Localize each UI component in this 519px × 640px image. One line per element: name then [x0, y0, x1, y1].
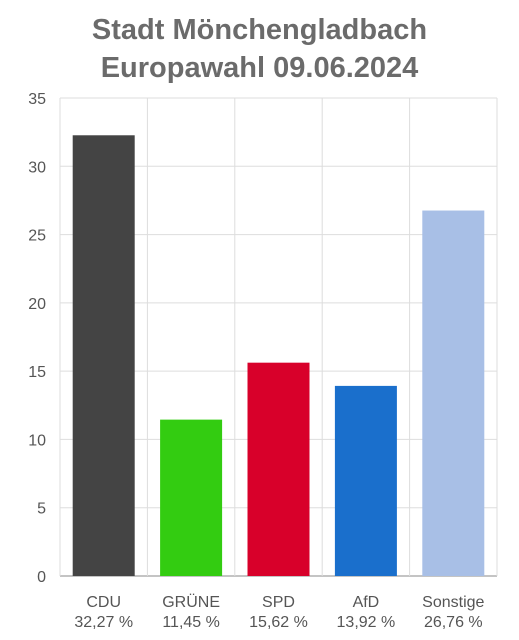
- y-tick-label: 10: [28, 432, 46, 449]
- x-value-label: 15,62 %: [249, 614, 308, 631]
- y-axis-ticks: 0 5 10 15 20 25 30 35: [28, 91, 46, 586]
- y-tick-label: 20: [28, 296, 46, 313]
- y-tick-label: 30: [28, 159, 46, 176]
- x-category-label: AfD: [353, 594, 380, 611]
- x-axis-labels: CDU 32,27 % GRÜNE 11,45 % SPD 15,62 % AfD 13,92…: [74, 593, 484, 631]
- y-tick-label: 15: [28, 364, 46, 381]
- y-tick-label: 25: [28, 228, 46, 245]
- bar-spd: [247, 362, 310, 576]
- x-category-label: GRÜNE: [162, 593, 220, 611]
- x-category-label: SPD: [262, 594, 295, 611]
- bars: [72, 135, 485, 576]
- bar-cdu: [72, 135, 135, 576]
- x-value-label: 26,76 %: [424, 614, 483, 631]
- chart-title-line-1: Stadt Mönchengladbach: [91, 14, 428, 46]
- y-tick-label: 0: [37, 569, 46, 586]
- bar-afd: [334, 385, 397, 576]
- x-value-label: 11,45 %: [162, 614, 220, 631]
- y-tick-label: 35: [28, 91, 46, 108]
- x-category-label: CDU: [86, 594, 121, 611]
- bar-grüne: [160, 419, 223, 576]
- bar-sonstige: [422, 210, 485, 576]
- x-category-label: Sonstige: [422, 594, 484, 611]
- x-value-label: 32,27 %: [74, 614, 133, 631]
- chart-title-line-2: Europawahl 09.06.2024: [100, 52, 419, 84]
- x-value-label: 13,92 %: [337, 614, 396, 631]
- y-tick-label: 5: [37, 501, 46, 518]
